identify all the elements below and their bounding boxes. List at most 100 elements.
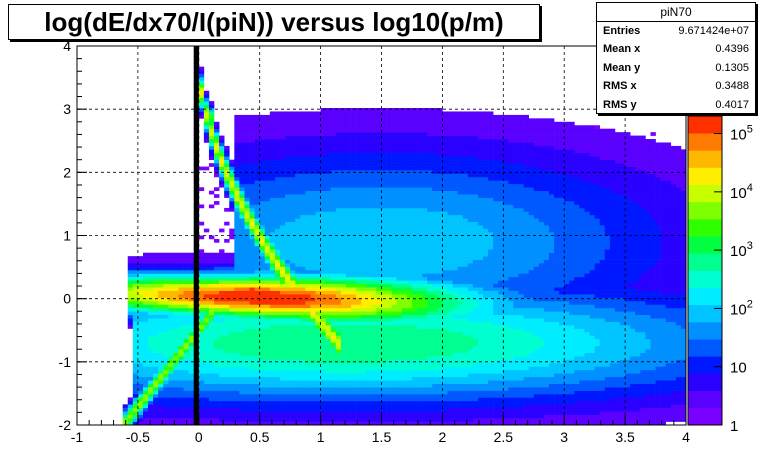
heatmap-cell	[386, 211, 392, 216]
heatmap-cell	[315, 149, 321, 154]
heatmap-cell	[391, 287, 398, 291]
heatmap-cell	[300, 190, 306, 195]
heatmap-cell	[356, 173, 362, 178]
heatmap-cell	[290, 387, 296, 391]
heatmap-cell	[285, 166, 291, 171]
heatmap-cell	[422, 187, 428, 192]
heatmap-cell	[158, 414, 164, 419]
heatmap-cell	[391, 228, 398, 233]
heatmap-cell	[432, 152, 438, 157]
heatmap-cell	[391, 318, 398, 322]
heatmap-cell	[432, 190, 438, 195]
heatmap-cell	[193, 163, 200, 167]
heatmap-cell	[376, 266, 382, 271]
heatmap-cell	[158, 300, 164, 305]
heatmap-cell	[203, 387, 210, 391]
heatmap-cell	[249, 259, 255, 264]
heatmap-cell	[280, 328, 286, 333]
heatmap-cell	[219, 314, 225, 319]
heatmap-cell	[254, 318, 260, 322]
heatmap-cell	[290, 176, 296, 181]
heatmap-cell	[300, 300, 306, 305]
heatmap-cell	[239, 132, 245, 136]
heatmap-cell	[340, 121, 347, 126]
heatmap-cell	[386, 166, 392, 171]
heatmap-cell	[132, 294, 139, 298]
heatmap-cell	[427, 163, 433, 167]
heatmap-cell	[320, 380, 326, 384]
heatmap-cell	[320, 369, 326, 374]
heatmap-cell	[285, 418, 291, 422]
heatmap-cell	[396, 411, 403, 415]
heatmap-cell	[401, 125, 408, 129]
heatmap-cell	[264, 307, 271, 312]
heatmap-cell	[345, 369, 352, 374]
heatmap-cell	[239, 331, 245, 336]
heatmap-cell	[234, 190, 240, 195]
heatmap-cell	[361, 400, 367, 405]
heatmap-cell	[173, 307, 179, 312]
heatmap-cell	[305, 245, 311, 250]
heatmap-cell	[376, 125, 382, 129]
heatmap-cell	[330, 190, 337, 195]
heatmap-cell	[208, 235, 215, 240]
heatmap-cell	[254, 366, 260, 371]
heatmap-cell	[386, 304, 392, 309]
heatmap-cell	[366, 111, 372, 116]
heatmap-cell	[361, 180, 367, 185]
heatmap-cell	[361, 132, 367, 136]
heatmap-cell	[219, 249, 225, 254]
heatmap-cell	[361, 218, 367, 223]
heatmap-cell	[345, 170, 352, 174]
heatmap-cell	[351, 349, 357, 353]
heatmap-cell	[325, 152, 332, 157]
heatmap-cell	[224, 273, 230, 278]
heatmap-cell	[153, 335, 159, 340]
heatmap-cell	[158, 345, 164, 350]
heatmap-cell	[264, 156, 271, 160]
heatmap-cell	[335, 335, 342, 340]
heatmap-cell	[183, 411, 189, 415]
heatmap-cell	[153, 345, 159, 350]
heatmap-cell	[330, 228, 337, 233]
heatmap-cell	[406, 235, 413, 240]
heatmap-cell	[432, 249, 438, 254]
heatmap-cell	[432, 225, 438, 229]
heatmap-cell	[203, 132, 210, 136]
heatmap-cell	[315, 211, 321, 216]
heatmap-cell	[401, 180, 408, 185]
heatmap-cell	[229, 197, 235, 202]
heatmap-cell	[401, 297, 408, 302]
heatmap-cell	[361, 145, 367, 150]
heatmap-cell	[290, 132, 296, 136]
heatmap-cell	[163, 352, 169, 357]
heatmap-cell	[132, 307, 139, 312]
heatmap-cell	[193, 118, 200, 123]
heatmap-cell	[386, 393, 392, 398]
heatmap-cell	[320, 245, 326, 250]
heatmap-cell	[361, 297, 367, 302]
heatmap-cell	[249, 176, 255, 181]
heatmap-cell	[361, 325, 367, 329]
heatmap-cell	[203, 94, 210, 98]
heatmap-cell	[127, 273, 134, 278]
heatmap-cell	[148, 397, 154, 402]
heatmap-cell	[193, 49, 200, 54]
heatmap-cell	[320, 249, 326, 254]
heatmap-cell	[335, 114, 342, 119]
heatmap-cell	[274, 404, 281, 409]
heatmap-cell	[351, 345, 357, 350]
heatmap-cell	[340, 176, 347, 181]
heatmap-cell	[366, 128, 372, 133]
heatmap-cell	[198, 77, 205, 81]
heatmap-cell	[219, 139, 225, 143]
heatmap-cell	[178, 400, 184, 405]
heatmap-cell	[340, 287, 347, 291]
heatmap-cell	[137, 283, 144, 288]
heatmap-cell	[249, 190, 255, 195]
heatmap-cell	[417, 325, 423, 329]
heatmap-cell	[411, 307, 418, 312]
heatmap-cell	[219, 328, 225, 333]
heatmap-cell	[214, 376, 220, 381]
heatmap-cell	[234, 128, 240, 133]
